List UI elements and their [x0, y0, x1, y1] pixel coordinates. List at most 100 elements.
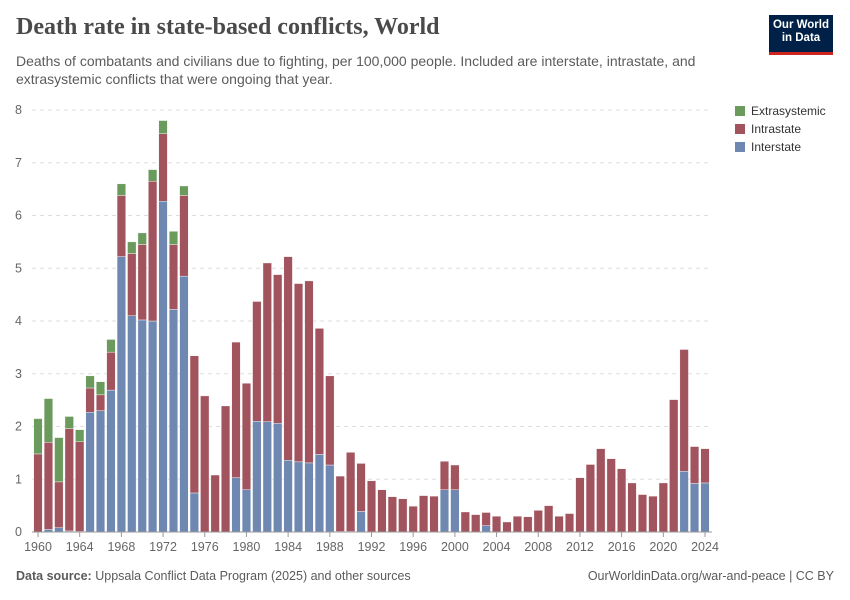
bar-intrastate-2021: [669, 399, 679, 533]
bar-intrastate-2000: [450, 464, 460, 491]
bar-interstate-2023: [690, 483, 700, 533]
x-tick-label: 1964: [66, 540, 94, 554]
bar-intrastate-1993: [377, 489, 387, 533]
bar-interstate-1991: [356, 511, 366, 533]
bar-intrastate-1985: [294, 283, 304, 463]
bar-intrastate-2003: [481, 512, 491, 526]
bar-intrastate-1966: [96, 394, 106, 411]
bar-intrastate-2001: [460, 511, 470, 533]
y-tick-label: 4: [15, 314, 22, 328]
bar-intrastate-1982: [262, 262, 272, 422]
x-tick-label: 2020: [649, 540, 677, 554]
bar-extrasystemic-1973: [168, 231, 178, 245]
bar-interstate-1988: [325, 464, 335, 533]
bar-intrastate-1978: [221, 405, 231, 533]
legend-item-intrastate[interactable]: Intrastate: [735, 120, 826, 138]
bar-interstate-1982: [262, 421, 272, 533]
bar-interstate-2000: [450, 489, 460, 533]
footer-link[interactable]: OurWorldinData.org/war-and-peace | CC BY: [587, 569, 834, 583]
x-tick-label: 2004: [483, 540, 511, 554]
source-label: Data source:: [16, 569, 92, 583]
bar-interstate-1973: [168, 309, 178, 533]
bar-intrastate-2018: [637, 494, 647, 533]
bar-intrastate-1991: [356, 463, 366, 512]
bar-intrastate-1971: [148, 181, 158, 322]
bar-interstate-1972: [158, 201, 168, 533]
data-source: Data source: Uppsala Conflict Data Progr…: [16, 569, 411, 583]
bar-intrastate-2022: [679, 349, 689, 472]
bar-intrastate-1975: [189, 355, 199, 494]
bar-intrastate-2020: [658, 482, 668, 533]
bar-interstate-1969: [127, 315, 137, 533]
bar-intrastate-2008: [533, 510, 543, 533]
bar-intrastate-2012: [575, 477, 585, 533]
y-tick-label: 1: [15, 472, 22, 486]
legend-swatch: [735, 106, 745, 116]
bar-intrastate-1972: [158, 133, 168, 202]
bar-intrastate-1979: [231, 341, 241, 478]
bar-intrastate-1967: [106, 351, 116, 391]
bar-extrasystemic-1972: [158, 120, 168, 134]
bar-interstate-1975: [189, 492, 199, 533]
bar-intrastate-2005: [502, 521, 512, 533]
bar-intrastate-1980: [241, 383, 251, 490]
bar-intrastate-2004: [492, 515, 502, 533]
bar-intrastate-1995: [398, 498, 408, 533]
x-tick-label: 1984: [274, 540, 302, 554]
bar-intrastate-1989: [335, 475, 345, 532]
bar-intrastate-1999: [439, 461, 449, 491]
bar-interstate-2024: [700, 482, 710, 533]
source-text: Uppsala Conflict Data Program (2025) and…: [95, 569, 411, 583]
owid-logo[interactable]: Our World in Data: [769, 15, 833, 55]
legend-item-extrasystemic[interactable]: Extrasystemic: [735, 102, 826, 120]
x-tick-label: 2012: [566, 540, 594, 554]
bar-interstate-1983: [273, 423, 283, 533]
bar-intrastate-2017: [627, 482, 637, 533]
logo-line1: Our World: [772, 19, 829, 31]
bar-interstate-1974: [179, 275, 189, 533]
y-tick-label: 0: [15, 525, 22, 539]
x-tick-label: 1996: [399, 540, 427, 554]
bar-interstate-1984: [283, 460, 293, 533]
bar-interstate-1968: [116, 256, 126, 533]
bar-interstate-1962: [54, 527, 64, 533]
bar-interstate-1986: [304, 462, 314, 533]
bar-interstate-1979: [231, 477, 241, 533]
bar-extrasystemic-1964: [75, 429, 85, 442]
x-tick-label: 1976: [191, 540, 219, 554]
logo-line2: in Data: [781, 31, 821, 44]
bar-extrasystemic-1960: [33, 418, 43, 455]
bar-extrasystemic-1970: [137, 232, 147, 245]
legend-item-interstate[interactable]: Interstate: [735, 138, 826, 156]
bar-extrasystemic-1965: [85, 375, 95, 389]
bar-interstate-1980: [241, 489, 251, 533]
bar-extrasystemic-1963: [64, 416, 74, 429]
y-tick-label: 5: [15, 261, 22, 275]
bar-intrastate-2011: [565, 513, 575, 533]
x-tick-label: 2008: [524, 540, 552, 554]
bar-interstate-1999: [439, 489, 449, 533]
legend-label: Interstate: [751, 140, 802, 154]
bar-intrastate-1984: [283, 256, 293, 461]
y-tick-label: 7: [15, 156, 22, 170]
bar-intrastate-1968: [116, 195, 126, 257]
bar-interstate-1966: [96, 410, 106, 533]
bar-interstate-1967: [106, 389, 116, 533]
bar-intrastate-1974: [179, 195, 189, 277]
legend: Extrasystemic Intrastate Interstate: [735, 102, 826, 156]
x-tick-label: 2024: [691, 540, 719, 554]
bar-extrasystemic-1961: [43, 398, 53, 443]
bar-intrastate-1997: [419, 495, 429, 533]
bar-intrastate-2016: [617, 468, 627, 533]
bar-intrastate-1965: [85, 387, 95, 413]
bar-intrastate-1962: [54, 481, 64, 528]
x-tick-label: 2016: [608, 540, 636, 554]
bar-intrastate-2007: [523, 516, 533, 533]
bar-intrastate-1994: [387, 496, 397, 533]
bar-extrasystemic-1974: [179, 185, 189, 196]
bar-intrastate-2024: [700, 448, 710, 484]
x-tick-label: 1968: [107, 540, 135, 554]
bar-extrasystemic-1968: [116, 183, 126, 196]
bar-interstate-1970: [137, 319, 147, 533]
bar-extrasystemic-1962: [54, 437, 64, 483]
